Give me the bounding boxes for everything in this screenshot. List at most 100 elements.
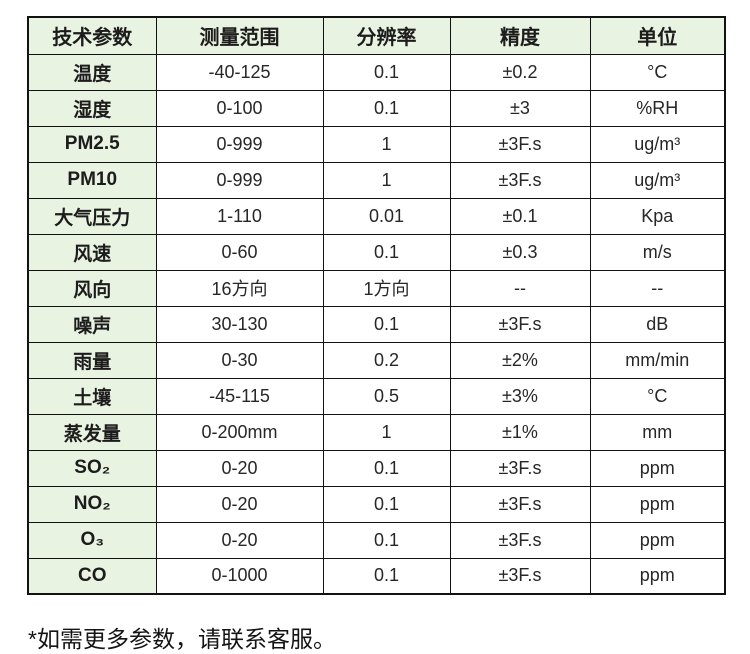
cell-param: 风向 (27, 269, 157, 307)
table-row: NO₂ 0-20 0.1 ±3F.s ppm (27, 485, 726, 523)
cell-precision: ±1% (449, 413, 591, 451)
spec-table: 技术参数 测量范围 分辨率 精度 单位 温度 -40-125 0.1 ±0.2 °C 湿度… (27, 16, 726, 595)
cell-param: O₃ (27, 521, 157, 559)
cell-param: CO (27, 557, 157, 595)
cell-param: 温度 (27, 53, 157, 91)
cell-precision: ±3% (449, 377, 591, 415)
cell-resolution: 0.5 (322, 377, 451, 415)
cell-resolution: 0.1 (322, 485, 451, 523)
cell-param: 噪声 (27, 305, 157, 343)
cell-resolution: 0.1 (322, 233, 451, 271)
cell-resolution: 0.1 (322, 557, 451, 595)
table-header: 技术参数 测量范围 分辨率 精度 单位 (27, 16, 726, 55)
cell-precision: ±0.2 (449, 53, 591, 91)
cell-range: 0-100 (155, 89, 324, 127)
header-cell-param: 技术参数 (27, 16, 157, 55)
cell-unit: m/s (589, 233, 726, 271)
table-row: 噪声 30-130 0.1 ±3F.s dB (27, 305, 726, 343)
cell-range: 0-999 (155, 161, 324, 199)
cell-precision: ±3F.s (449, 485, 591, 523)
table-row: 蒸发量 0-200mm 1 ±1% mm (27, 413, 726, 451)
cell-resolution: 0.1 (322, 449, 451, 487)
cell-range: 0-999 (155, 125, 324, 163)
cell-param: SO₂ (27, 449, 157, 487)
cell-unit: ppm (589, 521, 726, 559)
table-row: SO₂ 0-20 0.1 ±3F.s ppm (27, 449, 726, 487)
cell-precision: ±3F.s (449, 557, 591, 595)
cell-param: 大气压力 (27, 197, 157, 235)
cell-unit: ug/m³ (589, 161, 726, 199)
header-row: 技术参数 测量范围 分辨率 精度 单位 (27, 16, 726, 55)
table-row: 风向 16方向 1方向 -- -- (27, 269, 726, 307)
cell-resolution: 1 (322, 161, 451, 199)
spec-table-container: 技术参数 测量范围 分辨率 精度 单位 温度 -40-125 0.1 ±0.2 °C 湿度… (27, 16, 726, 595)
table-row: 湿度 0-100 0.1 ±3 %RH (27, 89, 726, 127)
table-row: 土壤 -45-115 0.5 ±3% °C (27, 377, 726, 415)
cell-unit: ppm (589, 557, 726, 595)
cell-range: 0-60 (155, 233, 324, 271)
cell-unit: %RH (589, 89, 726, 127)
cell-resolution: 0.1 (322, 521, 451, 559)
cell-unit: dB (589, 305, 726, 343)
header-cell-unit: 单位 (589, 16, 726, 55)
cell-range: 0-20 (155, 485, 324, 523)
cell-param: 蒸发量 (27, 413, 157, 451)
cell-resolution: 1方向 (322, 269, 451, 307)
cell-unit: Kpa (589, 197, 726, 235)
cell-range: -40-125 (155, 53, 324, 91)
cell-param: 雨量 (27, 341, 157, 379)
cell-precision: ±0.3 (449, 233, 591, 271)
cell-unit: ug/m³ (589, 125, 726, 163)
cell-unit: -- (589, 269, 726, 307)
table-row: PM2.5 0-999 1 ±3F.s ug/m³ (27, 125, 726, 163)
cell-precision: ±3F.s (449, 161, 591, 199)
cell-unit: mm (589, 413, 726, 451)
cell-unit: °C (589, 377, 726, 415)
cell-range: 0-20 (155, 449, 324, 487)
cell-range: 0-200mm (155, 413, 324, 451)
cell-resolution: 0.1 (322, 53, 451, 91)
cell-precision: ±3F.s (449, 449, 591, 487)
header-cell-resolution: 分辨率 (322, 16, 451, 55)
cell-unit: ppm (589, 449, 726, 487)
cell-range: 16方向 (155, 269, 324, 307)
cell-param: NO₂ (27, 485, 157, 523)
footnote: *如需更多参数，请联系客服。 (28, 626, 336, 652)
cell-resolution: 1 (322, 413, 451, 451)
cell-param: PM10 (27, 161, 157, 199)
cell-precision: ±2% (449, 341, 591, 379)
cell-range: 0-20 (155, 521, 324, 559)
cell-precision: ±3F.s (449, 305, 591, 343)
table-row: 大气压力 1-110 0.01 ±0.1 Kpa (27, 197, 726, 235)
cell-range: 0-1000 (155, 557, 324, 595)
cell-param: 湿度 (27, 89, 157, 127)
cell-resolution: 0.1 (322, 89, 451, 127)
cell-precision: ±3 (449, 89, 591, 127)
cell-range: 0-30 (155, 341, 324, 379)
cell-resolution: 0.1 (322, 305, 451, 343)
cell-param: 土壤 (27, 377, 157, 415)
cell-resolution: 1 (322, 125, 451, 163)
table-row: PM10 0-999 1 ±3F.s ug/m³ (27, 161, 726, 199)
table-row: 风速 0-60 0.1 ±0.3 m/s (27, 233, 726, 271)
table-row: O₃ 0-20 0.1 ±3F.s ppm (27, 521, 726, 559)
table-row: CO 0-1000 0.1 ±3F.s ppm (27, 557, 726, 595)
cell-precision: ±0.1 (449, 197, 591, 235)
table-row: 雨量 0-30 0.2 ±2% mm/min (27, 341, 726, 379)
cell-resolution: 0.01 (322, 197, 451, 235)
cell-unit: ppm (589, 485, 726, 523)
header-cell-range: 测量范围 (155, 16, 324, 55)
table-row: 温度 -40-125 0.1 ±0.2 °C (27, 53, 726, 91)
cell-param: PM2.5 (27, 125, 157, 163)
cell-precision: ±3F.s (449, 125, 591, 163)
cell-unit: mm/min (589, 341, 726, 379)
cell-param: 风速 (27, 233, 157, 271)
table-body: 温度 -40-125 0.1 ±0.2 °C 湿度 0-100 0.1 ±3 %RH PM2.5 0-… (27, 53, 726, 595)
header-cell-precision: 精度 (449, 16, 591, 55)
cell-resolution: 0.2 (322, 341, 451, 379)
cell-range: 1-110 (155, 197, 324, 235)
cell-unit: °C (589, 53, 726, 91)
cell-precision: ±3F.s (449, 521, 591, 559)
cell-range: -45-115 (155, 377, 324, 415)
